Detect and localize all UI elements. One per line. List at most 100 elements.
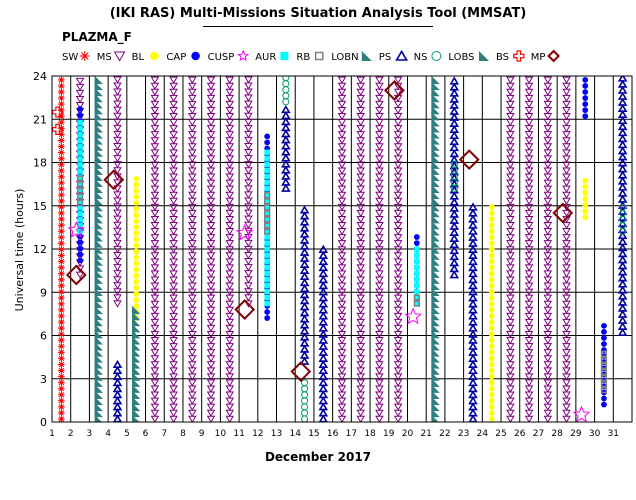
x-tick-label: 5 xyxy=(124,429,130,439)
mark-ps xyxy=(617,140,628,149)
mark-sw xyxy=(57,143,65,150)
mark-lobs xyxy=(431,190,440,200)
mark-ps xyxy=(617,237,628,246)
mark-cap xyxy=(601,341,607,347)
legend-symbol-ps xyxy=(395,49,408,61)
y-tick-label: 12 xyxy=(33,243,47,256)
mark-ns xyxy=(282,76,290,82)
mark-bl xyxy=(582,214,589,221)
mark-bl xyxy=(488,331,495,338)
segment-lobn-day-5 xyxy=(131,305,141,422)
mark-sw xyxy=(57,397,65,405)
mark-ps xyxy=(468,281,478,290)
mark-bl xyxy=(582,196,589,202)
mark-cap xyxy=(77,112,83,118)
y-tick-label: 21 xyxy=(33,113,47,126)
mark-sw xyxy=(57,270,65,278)
x-tick-label: 14 xyxy=(289,429,301,439)
legend-label-ns: NS xyxy=(414,52,428,63)
mark-ms xyxy=(375,76,384,84)
mark-bl xyxy=(133,266,140,273)
mark-ps xyxy=(468,335,478,344)
mark-ps xyxy=(318,384,329,393)
mark-ps xyxy=(449,270,460,279)
mark-ps xyxy=(449,100,460,109)
mark-ps xyxy=(449,155,460,164)
segment-lobn-day-3 xyxy=(94,76,103,422)
mark-aur xyxy=(264,264,270,271)
legend-symbol-ns xyxy=(431,51,442,61)
mark-ps xyxy=(617,194,628,203)
mark-cap xyxy=(264,315,271,321)
mark-aur xyxy=(264,282,270,289)
mark-ps xyxy=(112,408,123,417)
mark-cap xyxy=(582,101,589,108)
mark-bl xyxy=(582,177,589,184)
mark-ps xyxy=(468,250,478,260)
mark-ps xyxy=(449,136,460,146)
mark-ps xyxy=(281,104,291,114)
mark-ms xyxy=(188,76,197,84)
mark-sw xyxy=(57,282,65,290)
mark-rb xyxy=(264,228,271,235)
mark-ps xyxy=(449,179,460,188)
mark-sw xyxy=(57,118,65,126)
segment-ms-day-6 xyxy=(150,76,160,422)
mark-ps xyxy=(281,165,291,174)
event-bs xyxy=(52,106,64,118)
mark-cap xyxy=(601,322,607,329)
mark-lobs xyxy=(431,142,440,151)
segment-ns-day-13 xyxy=(282,76,290,106)
mark-ps xyxy=(449,143,460,152)
mark-cap xyxy=(601,395,607,402)
mark-bl xyxy=(582,202,589,208)
mark-sw xyxy=(57,185,65,193)
mark-ps xyxy=(299,302,310,311)
mark-aur xyxy=(414,252,420,258)
mark-sw xyxy=(57,94,65,102)
mark-bl xyxy=(133,303,140,309)
legend-label-bl: BL xyxy=(132,52,145,63)
mark-ps xyxy=(318,269,329,278)
mark-ms xyxy=(524,76,534,84)
mark-aur xyxy=(264,179,270,186)
mark-ps xyxy=(468,262,478,272)
mark-sw xyxy=(57,264,65,271)
mark-lobs xyxy=(431,184,440,194)
mark-lobs xyxy=(431,76,440,85)
mark-ps xyxy=(449,252,460,261)
mark-bl xyxy=(133,290,140,297)
mark-ps xyxy=(617,243,628,252)
x-tick-label: 26 xyxy=(514,429,526,439)
mark-ps xyxy=(449,245,460,255)
legend-symbol-lobn xyxy=(361,51,372,61)
mark-cap xyxy=(601,335,607,341)
mark-lobs xyxy=(431,160,440,169)
x-tick-label: 10 xyxy=(215,429,227,439)
segment-ms-day-4 xyxy=(113,76,122,308)
x-tick-label: 4 xyxy=(105,429,111,439)
mark-sw xyxy=(57,227,65,235)
mark-bl xyxy=(582,190,589,196)
mark-bl xyxy=(133,230,140,237)
mark-sw xyxy=(57,209,65,217)
legend-label-rb: RB xyxy=(296,52,310,63)
mark-ps xyxy=(617,85,628,94)
mark-aur xyxy=(264,222,270,228)
mark-bl xyxy=(488,216,495,223)
mark-ps xyxy=(318,250,329,260)
x-tick-label: 1 xyxy=(49,429,55,439)
mark-sw xyxy=(57,112,65,120)
mark-ps xyxy=(617,152,628,161)
data-marks xyxy=(52,76,628,422)
mark-aur xyxy=(414,264,420,271)
mark-lobs xyxy=(431,166,440,175)
event-mp xyxy=(234,299,256,320)
mark-aur xyxy=(264,204,270,210)
mark-aur xyxy=(414,258,420,264)
mark-bl xyxy=(488,410,495,416)
mark-aur xyxy=(77,131,83,138)
mark-ps xyxy=(468,293,478,302)
segment-bl-day-24 xyxy=(488,204,495,422)
mark-sw xyxy=(57,276,65,284)
